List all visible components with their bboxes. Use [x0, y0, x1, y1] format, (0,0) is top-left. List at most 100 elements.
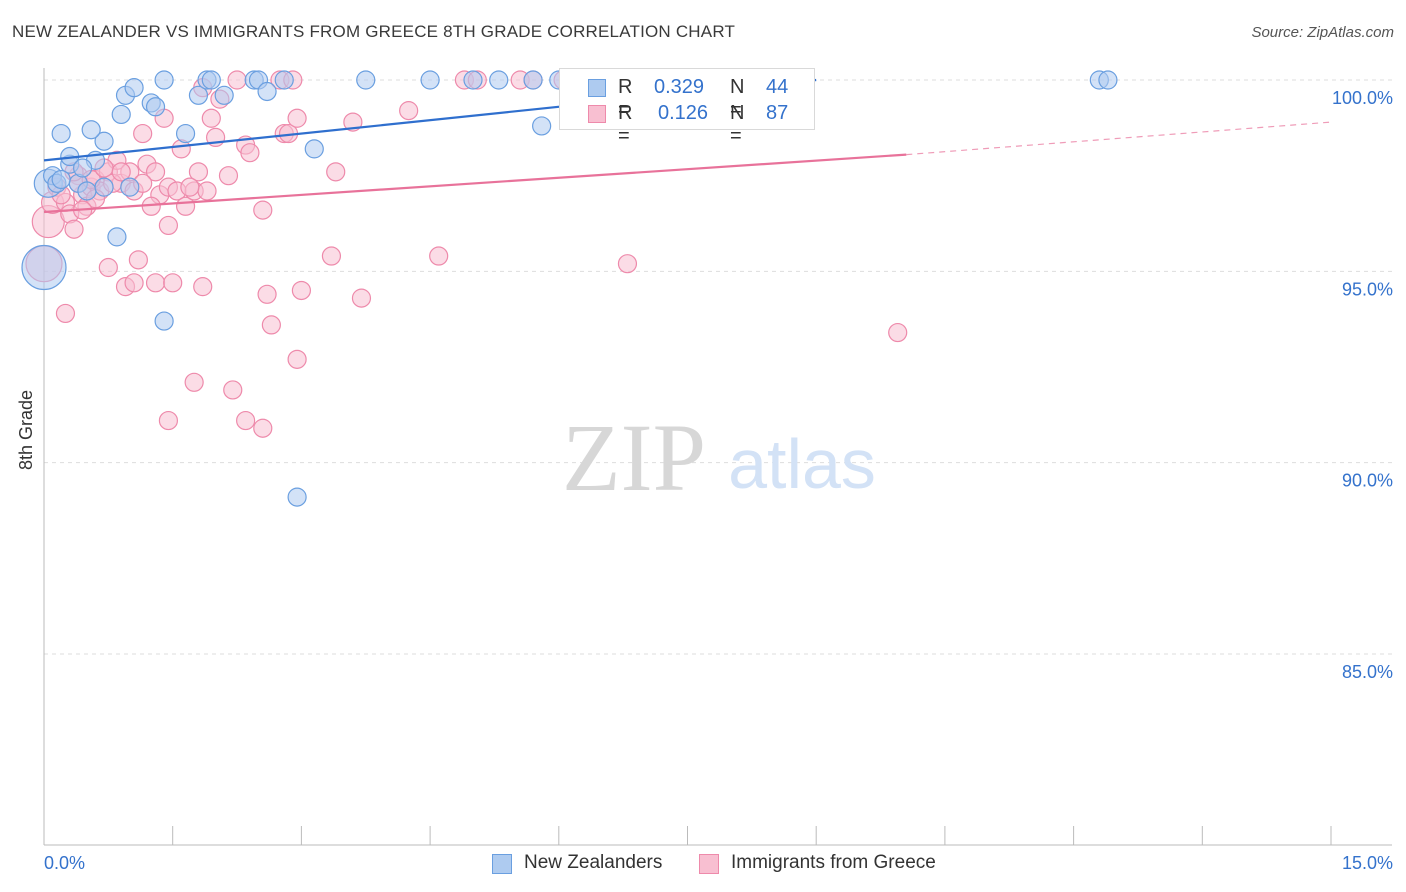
legend-n-label: N =: [730, 76, 745, 121]
pink-data-point: [343, 112, 363, 132]
pink-data-point: [253, 200, 273, 220]
blue-data-point: [124, 78, 144, 98]
pink-data-point: [197, 181, 217, 201]
pink-data-point: [180, 177, 200, 197]
blue-data-point: [154, 311, 174, 331]
pink-data-point: [257, 284, 277, 304]
blue-data-point: [73, 158, 93, 178]
legend-label: Immigrants from Greece: [731, 852, 936, 873]
blue-data-point: [77, 181, 97, 201]
tick-labels: 100.0% 95.0% 90.0% 85.0% 0.0% 15.0%: [44, 88, 1393, 873]
watermark-zip: ZIP: [562, 404, 706, 511]
pink-data-point: [133, 123, 153, 144]
legend-n-value: 87: [766, 102, 789, 124]
pink-data-point: [218, 166, 239, 186]
legend-r-value: 0.126: [658, 102, 709, 124]
blue-data-point: [214, 85, 234, 105]
pink-data-point: [158, 215, 179, 236]
pink-data-point: [201, 108, 221, 128]
watermark: ZIP atlas: [562, 404, 876, 511]
pink-data-point: [188, 162, 209, 182]
pink-data-point: [326, 162, 346, 182]
blue-data-point: [145, 97, 166, 117]
pink-data-point: [888, 322, 908, 343]
legend-r-label: R =: [618, 76, 633, 121]
pink-data-point: [145, 162, 166, 182]
pink-data-point: [98, 257, 118, 278]
blue-data-point: [94, 177, 114, 197]
y-axis-label: 8th Grade: [16, 389, 36, 470]
x-tick-label-max: 15.0%: [1342, 853, 1393, 873]
stats-legend: R = 0.329 N = 44 R = 0.126 N = 87: [559, 68, 815, 147]
pink-data-point: [227, 70, 247, 90]
axes: [43, 68, 1392, 846]
pink-trend-line: [43, 153, 907, 214]
blue-data-point: [356, 70, 376, 90]
y-tick-label: 90.0%: [1342, 471, 1393, 491]
pink-data-point: [399, 101, 419, 121]
pink-data-point: [124, 273, 144, 293]
pink-data-point: [163, 273, 183, 293]
pink-data-point: [145, 273, 166, 293]
blue-data-point: [1098, 70, 1118, 90]
pink-data-point: [617, 254, 638, 274]
pink-data-point: [351, 288, 372, 308]
blue-data-point: [188, 85, 209, 105]
pink-data-point: [223, 380, 243, 400]
pink-data-point: [321, 246, 342, 266]
chart-title: NEW ZEALANDER VS IMMIGRANTS FROM GREECE …: [12, 22, 736, 41]
source-credit: Source: ZipAtlas.com: [1251, 24, 1394, 41]
blue-data-point: [175, 123, 196, 144]
legend-swatch-pink: [588, 105, 606, 123]
pink-data-point: [287, 108, 307, 128]
legend-swatch-blue: [588, 79, 606, 97]
pink-data-point: [253, 418, 273, 438]
pink-data-point: [111, 162, 131, 182]
blue-data-point: [532, 116, 552, 136]
pink-data-point: [55, 303, 76, 324]
legend-swatch-blue: [492, 854, 512, 874]
blue-data-point: [420, 70, 440, 90]
pink-data-point: [158, 410, 179, 431]
pink-data-point: [184, 372, 204, 392]
blue-data-point: [304, 139, 324, 159]
blue-data-point: [21, 244, 67, 291]
blue-data-point: [463, 70, 483, 90]
blue-data-point: [107, 227, 127, 247]
blue-data-point: [201, 70, 221, 90]
legend-label: New Zealanders: [524, 852, 663, 873]
blue-data-point: [111, 104, 131, 125]
pink-data-point: [261, 315, 281, 335]
blue-data-point: [489, 70, 509, 90]
pink-data-point: [240, 143, 260, 163]
legend-r-label: R =: [618, 102, 633, 147]
watermark-atlas: atlas: [728, 425, 876, 503]
legend-n-value: 44: [766, 76, 789, 98]
blue-data-point: [81, 120, 101, 140]
pink-data-point: [64, 219, 84, 239]
y-tick-label: 95.0%: [1342, 279, 1393, 299]
legend-n-label: N =: [730, 102, 745, 147]
blue-data-point: [51, 123, 71, 144]
blue-data-point: [154, 70, 174, 90]
y-tick-label: 85.0%: [1342, 662, 1393, 682]
legend-swatch-pink: [699, 854, 719, 874]
pink-data-point: [287, 349, 307, 369]
pink-data-point: [236, 410, 256, 431]
y-tick-label: 100.0%: [1332, 88, 1393, 108]
pink-data-point: [429, 246, 449, 266]
pink-trend-extension: [906, 121, 1332, 156]
pink-data-point: [193, 277, 213, 297]
blue-data-point: [287, 487, 307, 507]
blue-data-point: [51, 169, 71, 190]
blue-data-point: [94, 131, 114, 151]
blue-data-point: [257, 81, 277, 102]
blue-data-point: [274, 70, 294, 90]
legend-r-value: 0.329: [654, 76, 705, 98]
pink-data-point: [128, 250, 148, 270]
blue-data-point: [523, 70, 543, 90]
x-tick-label-min: 0.0%: [44, 853, 85, 873]
pink-data-point: [291, 280, 311, 301]
blue-points: [21, 70, 1118, 507]
